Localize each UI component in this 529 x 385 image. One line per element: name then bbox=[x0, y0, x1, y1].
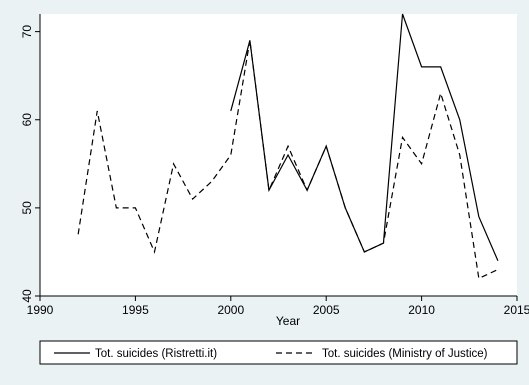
x-tick-label: 2010 bbox=[408, 303, 435, 317]
legend-label-ristretti: Tot. suicides (Ristretti.it) bbox=[95, 348, 217, 360]
x-tick-label: 2015 bbox=[504, 303, 529, 317]
legend: Tot. suicides (Ristretti.it) Tot. suicid… bbox=[39, 340, 518, 365]
x-tick-label: 1990 bbox=[27, 303, 54, 317]
plot-area bbox=[40, 14, 517, 296]
series-layer bbox=[77, 13, 499, 280]
series-line-ministry bbox=[77, 40, 499, 280]
x-tick-label: 1995 bbox=[122, 303, 149, 317]
y-tick-label: 50 bbox=[20, 201, 34, 215]
x-tick-label: 2000 bbox=[217, 303, 244, 317]
y-tick-label: 70 bbox=[20, 25, 34, 39]
y-tick-label: 40 bbox=[20, 289, 34, 303]
x-tick-label: 2005 bbox=[313, 303, 340, 317]
y-tick-label: 60 bbox=[20, 113, 34, 127]
legend-label-ministry: Tot. suicides (Ministry of Justice) bbox=[322, 348, 488, 360]
axes: 1990 1995 2000 2005 2010 2015 40 50 60 70 bbox=[20, 14, 529, 317]
x-axis-title: Year bbox=[276, 314, 300, 328]
